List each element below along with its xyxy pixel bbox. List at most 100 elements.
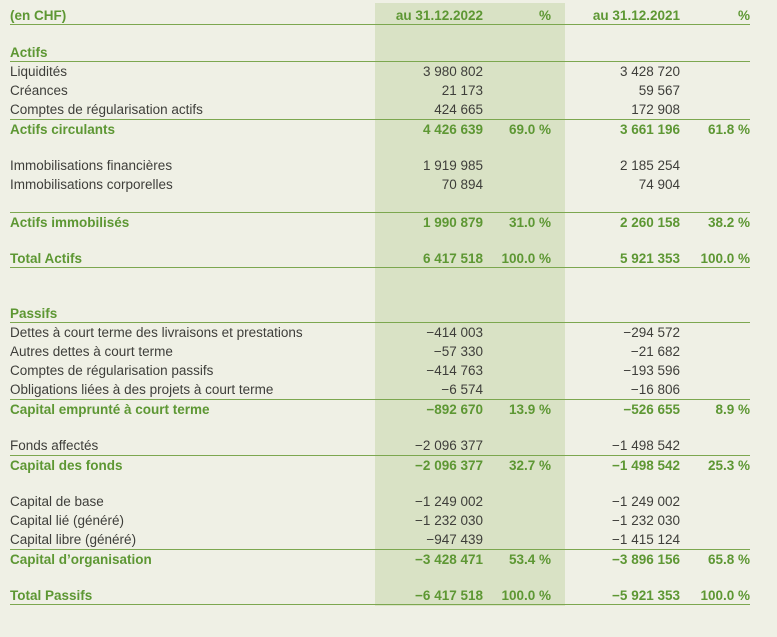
row-data: Capital de base −1 249 002 −1 249 002 bbox=[10, 492, 750, 511]
row-label: Autres dettes à court terme bbox=[10, 344, 173, 359]
pct-2021: 38.2 % bbox=[707, 214, 750, 230]
value-2022: 424 665 bbox=[434, 102, 483, 117]
row-section: Actifs bbox=[10, 43, 750, 62]
spacer-row bbox=[10, 138, 750, 156]
value-2021: −3 896 156 bbox=[612, 551, 680, 567]
column-header-pct-2022: % bbox=[538, 7, 551, 23]
row-label: Obligations liées à des projets à court … bbox=[10, 382, 274, 397]
row-label: Capital emprunté à court terme bbox=[10, 401, 210, 417]
value-2022: −6 574 bbox=[441, 382, 483, 397]
row-subtotal: Actifs immobilisés 1 990 879 31.0 % 2 260 1… bbox=[10, 212, 750, 231]
pct-2022: 32.7 % bbox=[508, 457, 551, 473]
value-2021: −1 498 542 bbox=[612, 438, 680, 453]
value-2022: 4 426 639 bbox=[422, 121, 483, 137]
row-label: Capital lié (généré) bbox=[10, 513, 125, 528]
row-data: Capital libre (généré) −947 439 −1 415 124 bbox=[10, 530, 750, 549]
row-label: Immobilisations corporelles bbox=[10, 177, 173, 192]
pct-2022: 100.0 % bbox=[501, 250, 551, 266]
row-data: Créances 21 173 59 567 bbox=[10, 81, 750, 100]
value-2021: −21 682 bbox=[630, 344, 680, 359]
currency-label: (en CHF) bbox=[10, 7, 67, 23]
value-2022: −2 096 377 bbox=[415, 438, 483, 453]
value-2021: −1 498 542 bbox=[612, 457, 680, 473]
column-header-pct-2021: % bbox=[737, 7, 750, 23]
row-label: Comptes de régularisation passifs bbox=[10, 363, 214, 378]
value-2022: −892 670 bbox=[426, 401, 483, 417]
balance-sheet-table: (en CHF) au 31.12.2022 % au 31.12.2021 %… bbox=[10, 6, 750, 605]
row-label: Total Actifs bbox=[10, 250, 83, 266]
pct-2022: 53.4 % bbox=[508, 551, 551, 567]
value-2021: −1 415 124 bbox=[612, 532, 680, 547]
value-2021: 2 260 158 bbox=[619, 214, 680, 230]
row-data: Liquidités 3 980 802 3 428 720 bbox=[10, 62, 750, 81]
pct-2022: 69.0 % bbox=[508, 121, 551, 137]
spacer-row bbox=[10, 418, 750, 436]
row-label: Immobilisations financières bbox=[10, 158, 173, 173]
value-2021: −5 921 353 bbox=[612, 587, 680, 603]
row-data: Autres dettes à court terme −57 330 −21 68… bbox=[10, 342, 750, 361]
row-label: Capital des fonds bbox=[10, 457, 123, 473]
column-header-2021: au 31.12.2021 bbox=[592, 7, 680, 23]
row-subtotal: Actifs circulants 4 426 639 69.0 % 3 661 19… bbox=[10, 119, 750, 138]
value-2022: −414 003 bbox=[426, 325, 483, 340]
value-2021: 59 567 bbox=[638, 83, 680, 98]
spacer-row bbox=[10, 231, 750, 249]
row-total: Total Passifs −6 417 518 100.0 % −5 921 353… bbox=[10, 586, 750, 605]
row-subtotal: Capital emprunté à court terme −892 670 13… bbox=[10, 399, 750, 418]
row-label: Capital libre (généré) bbox=[10, 532, 137, 547]
table-body: Actifs Liquidités 3 980 802 3 428 720 Créanc… bbox=[10, 25, 750, 605]
value-2021: 3 428 720 bbox=[619, 64, 680, 79]
row-subtotal: Capital des fonds −2 096 377 32.7 % −1 498 … bbox=[10, 455, 750, 474]
pct-2021: 65.8 % bbox=[707, 551, 750, 567]
value-2022: −57 330 bbox=[433, 344, 483, 359]
value-2021: 5 921 353 bbox=[619, 250, 680, 266]
column-header-2022: au 31.12.2022 bbox=[395, 7, 483, 23]
value-2022: 1 990 879 bbox=[422, 214, 483, 230]
row-data: Fonds affectés −2 096 377 −1 498 542 bbox=[10, 436, 750, 455]
value-2021: −1 249 002 bbox=[612, 494, 680, 509]
row-label: Capital de base bbox=[10, 494, 104, 509]
row-label: Créances bbox=[10, 83, 68, 98]
row-data: Obligations liées à des projets à court … bbox=[10, 380, 750, 399]
pct-2021: 100.0 % bbox=[700, 250, 750, 266]
spacer-row bbox=[10, 268, 750, 286]
value-2022: 21 173 bbox=[441, 83, 483, 98]
pct-2022: 13.9 % bbox=[508, 401, 551, 417]
pct-2022: 31.0 % bbox=[508, 214, 551, 230]
value-2022: −2 096 377 bbox=[415, 457, 483, 473]
row-data: Comptes de régularisation actifs 424 665 1… bbox=[10, 100, 750, 119]
value-2021: −193 596 bbox=[623, 363, 680, 378]
row-data: Immobilisations corporelles 70 894 74 904 bbox=[10, 175, 750, 194]
row-data: Comptes de régularisation passifs −414 76… bbox=[10, 361, 750, 380]
value-2022: −3 428 471 bbox=[415, 551, 483, 567]
value-2022: −1 232 030 bbox=[415, 513, 483, 528]
value-2022: 1 919 985 bbox=[422, 158, 483, 173]
row-data: Dettes à court terme des livraisons et p… bbox=[10, 323, 750, 342]
pct-2021: 61.8 % bbox=[707, 121, 750, 137]
value-2022: −6 417 518 bbox=[415, 587, 483, 603]
row-section: Passifs bbox=[10, 304, 750, 323]
value-2022: 70 894 bbox=[441, 177, 483, 192]
value-2021: −294 572 bbox=[623, 325, 680, 340]
row-label: Dettes à court terme des livraisons et p… bbox=[10, 325, 303, 340]
spacer-row bbox=[10, 194, 750, 212]
spacer-row bbox=[10, 25, 750, 43]
row-label: Passifs bbox=[10, 305, 58, 321]
row-label: Actifs immobilisés bbox=[10, 214, 130, 230]
value-2021: 74 904 bbox=[638, 177, 680, 192]
value-2021: −1 232 030 bbox=[612, 513, 680, 528]
row-label: Actifs bbox=[10, 44, 48, 60]
value-2022: 6 417 518 bbox=[422, 250, 483, 266]
highlight-band-2022 bbox=[375, 3, 565, 606]
pct-2021: 25.3 % bbox=[707, 457, 750, 473]
spacer-row bbox=[10, 474, 750, 492]
value-2021: 2 185 254 bbox=[619, 158, 680, 173]
value-2021: 3 661 196 bbox=[619, 121, 680, 137]
value-2022: −947 439 bbox=[426, 532, 483, 547]
value-2021: −526 655 bbox=[623, 401, 680, 417]
row-subtotal: Capital d’organisation −3 428 471 53.4 % −3… bbox=[10, 549, 750, 568]
spacer-row bbox=[10, 568, 750, 586]
row-label: Comptes de régularisation actifs bbox=[10, 102, 203, 117]
value-2022: −1 249 002 bbox=[415, 494, 483, 509]
pct-2021: 100.0 % bbox=[700, 587, 750, 603]
